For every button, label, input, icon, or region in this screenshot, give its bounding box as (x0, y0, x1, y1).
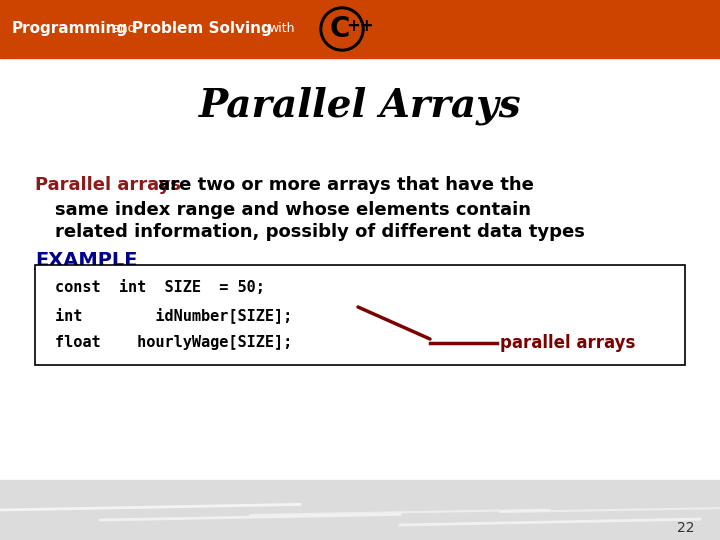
Text: const  int  SIZE  = 50;: const int SIZE = 50; (55, 280, 265, 294)
Text: Parallel Arrays: Parallel Arrays (199, 87, 521, 125)
Bar (0, 480, 720, 540)
Bar (0, 0, 720, 58)
Bar (35, 265, 685, 365)
Text: 22: 22 (678, 521, 695, 535)
Circle shape (323, 10, 361, 48)
Text: Parallel arrays: Parallel arrays (35, 176, 181, 194)
Text: ++: ++ (346, 17, 374, 35)
Text: with: with (268, 23, 294, 36)
Text: Programming: Programming (12, 22, 128, 37)
Circle shape (320, 7, 364, 51)
Text: EXAMPLE: EXAMPLE (35, 251, 138, 269)
Text: int        idNumber[SIZE];: int idNumber[SIZE]; (55, 307, 292, 323)
Text: parallel arrays: parallel arrays (500, 334, 635, 352)
Text: related information, possibly of different data types: related information, possibly of differe… (55, 223, 585, 241)
Text: and: and (112, 23, 135, 36)
Text: same index range and whose elements contain: same index range and whose elements cont… (55, 201, 531, 219)
Text: Problem Solving: Problem Solving (132, 22, 271, 37)
Text: C: C (330, 15, 351, 43)
Text: are two or more arrays that have the: are two or more arrays that have the (152, 176, 534, 194)
Text: float    hourlyWage[SIZE];: float hourlyWage[SIZE]; (55, 335, 292, 350)
